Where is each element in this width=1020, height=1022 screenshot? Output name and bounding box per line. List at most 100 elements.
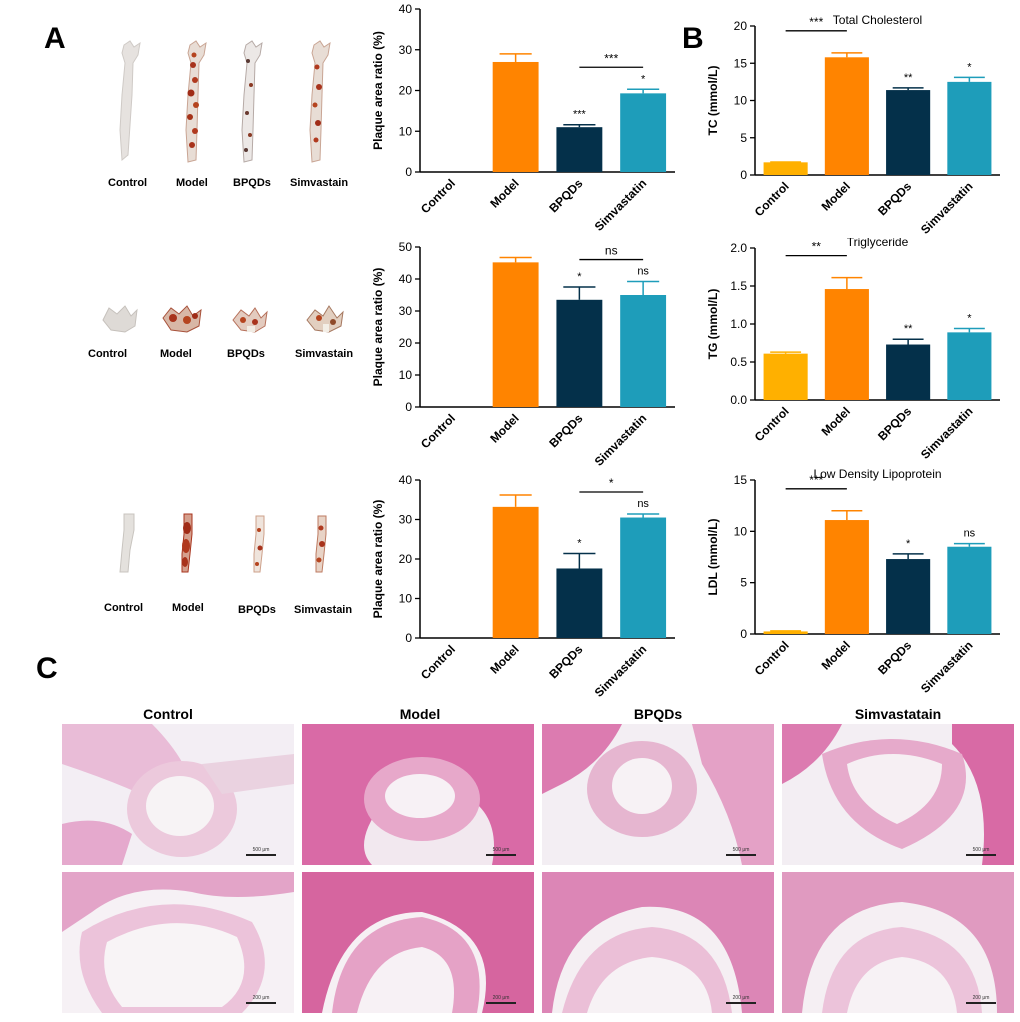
y-tick-label: 10 — [399, 592, 413, 606]
scale-bar — [246, 854, 276, 856]
chart-plaque-area-1: 0 10 20 30 40 Plaque area ratio (%) Control Mod… — [371, 2, 675, 234]
histology-simvastatin-500um: 500 μm — [782, 724, 1014, 865]
y-axis-label: Plaque area ratio (%) — [371, 31, 385, 150]
bracket-label: ** — [812, 240, 822, 254]
y-axis-label: Plaque area ratio (%) — [371, 268, 385, 387]
panel-a-letter: A — [44, 22, 66, 55]
histology-bpqds-200um: 200 μm — [542, 872, 774, 1013]
bar-bpqds — [556, 568, 603, 638]
bar-control — [763, 162, 808, 175]
x-tick-label: BPQDs — [875, 179, 914, 218]
y-axis-label: TG (mmol/L) — [706, 289, 720, 360]
vessel-model-3 — [181, 513, 193, 573]
x-tick-label: BPQDs — [546, 642, 585, 681]
y-tick-label: 0.5 — [730, 355, 747, 369]
significance-label: * — [967, 61, 972, 73]
chart-triglyceride: Triglyceride 0.0 0.5 1.0 1.5 2.0 TG (mmol/L) Co… — [706, 238, 1000, 462]
x-tick-label: BPQDs — [875, 404, 914, 443]
bracket-label: *** — [604, 51, 618, 65]
x-tick-label: Model — [487, 642, 521, 676]
significance-label: ns — [964, 528, 976, 540]
photo-label-bpqds-3: BPQDs — [238, 604, 276, 616]
y-tick-label: 10 — [734, 524, 748, 538]
bar-model — [492, 262, 539, 407]
y-tick-label: 0 — [405, 165, 412, 179]
photo-label-model-3: Model — [172, 602, 204, 614]
bar-bpqds — [556, 299, 603, 407]
y-tick-label: 30 — [399, 513, 413, 527]
x-tick-label: Model — [487, 176, 521, 210]
panel-b-letter: B — [682, 22, 704, 55]
bar-model — [492, 506, 539, 638]
y-tick-label: 0 — [405, 631, 412, 645]
x-tick-label: Control — [418, 176, 458, 216]
x-tick-label: Control — [418, 411, 458, 451]
bar-simvastatin — [947, 332, 992, 400]
bar-model — [824, 57, 869, 175]
photo-label-simvastain-2: Simvastain — [295, 348, 354, 360]
photo-label-control-1: Control — [108, 177, 148, 189]
aorta-simvastatin-1 — [309, 40, 331, 163]
significance-label: ns — [637, 266, 649, 278]
y-tick-label: 0 — [740, 168, 747, 182]
y-tick-label: 40 — [399, 473, 413, 487]
x-tick-label: BPQDs — [546, 176, 585, 215]
histology-label-simvastatain: Simvastatain — [854, 706, 942, 722]
photo-label-bpqds-1: BPQDs — [233, 177, 271, 189]
arch-model-2 — [162, 305, 202, 333]
bar-model — [824, 289, 869, 400]
aorta-photos-row1 — [119, 40, 331, 163]
chart-title: Total Cholesterol — [833, 13, 922, 27]
y-tick-label: 50 — [399, 240, 413, 254]
significance-label: * — [577, 271, 582, 283]
y-tick-label: 1.0 — [730, 317, 747, 331]
x-tick-label: Simvastatin — [918, 638, 976, 696]
aorta-bpqds-1 — [241, 40, 263, 163]
significance-label: * — [577, 537, 582, 549]
y-tick-label: 0.0 — [730, 393, 747, 407]
significance-label: ** — [904, 323, 913, 335]
scale-label: 200 μm — [973, 995, 990, 1001]
scale-label: 500 μm — [493, 847, 510, 853]
y-tick-label: 30 — [399, 304, 413, 318]
y-axis-label: Plaque area ratio (%) — [371, 500, 385, 619]
y-tick-label: 20 — [399, 552, 413, 566]
scale-label: 500 μm — [253, 847, 270, 853]
photo-label-simvastain-3: Simvastain — [294, 604, 353, 616]
y-tick-label: 5 — [740, 576, 747, 590]
bar-bpqds — [886, 344, 931, 400]
x-tick-label: BPQDs — [875, 638, 914, 677]
significance-label: ns — [637, 498, 649, 510]
y-tick-label: 10 — [734, 94, 748, 108]
arch-simvastatin-2 — [306, 305, 344, 333]
x-tick-label: Control — [752, 638, 792, 678]
bar-control — [763, 631, 808, 634]
vessel-bpqds-3 — [253, 515, 265, 573]
bracket-label: *** — [809, 473, 823, 487]
y-tick-label: 20 — [734, 19, 748, 33]
bracket-label: *** — [809, 15, 823, 29]
significance-label: * — [967, 313, 972, 325]
photo-label-simvastain-1: Simvastain — [290, 177, 349, 189]
arch-bpqds-2 — [232, 307, 268, 333]
photo-label-model-2: Model — [160, 348, 192, 360]
y-axis-label: TC (mmol/L) — [706, 66, 720, 136]
y-tick-label: 0 — [405, 400, 412, 414]
x-tick-label: Simvastatin — [592, 176, 650, 234]
photo-label-control-2: Control — [88, 348, 128, 360]
chart-ldl: Low Density Lipoprotein 0 5 10 15 LDL (mmol/L… — [706, 467, 1000, 696]
y-tick-label: 40 — [399, 2, 413, 16]
bar-model — [824, 520, 869, 634]
x-tick-label: Simvastatin — [918, 404, 976, 462]
y-tick-label: 0 — [740, 627, 747, 641]
x-tick-label: Simvastatin — [592, 411, 650, 469]
y-tick-label: 15 — [734, 56, 748, 70]
y-tick-label: 15 — [734, 473, 748, 487]
histology-label-control: Control — [143, 706, 193, 722]
y-tick-label: 2.0 — [730, 241, 747, 255]
y-tick-label: 5 — [740, 131, 747, 145]
bar-bpqds — [556, 127, 603, 172]
bar-model — [492, 61, 539, 172]
scale-label: 500 μm — [733, 847, 750, 853]
aorta-control-1 — [119, 40, 141, 162]
